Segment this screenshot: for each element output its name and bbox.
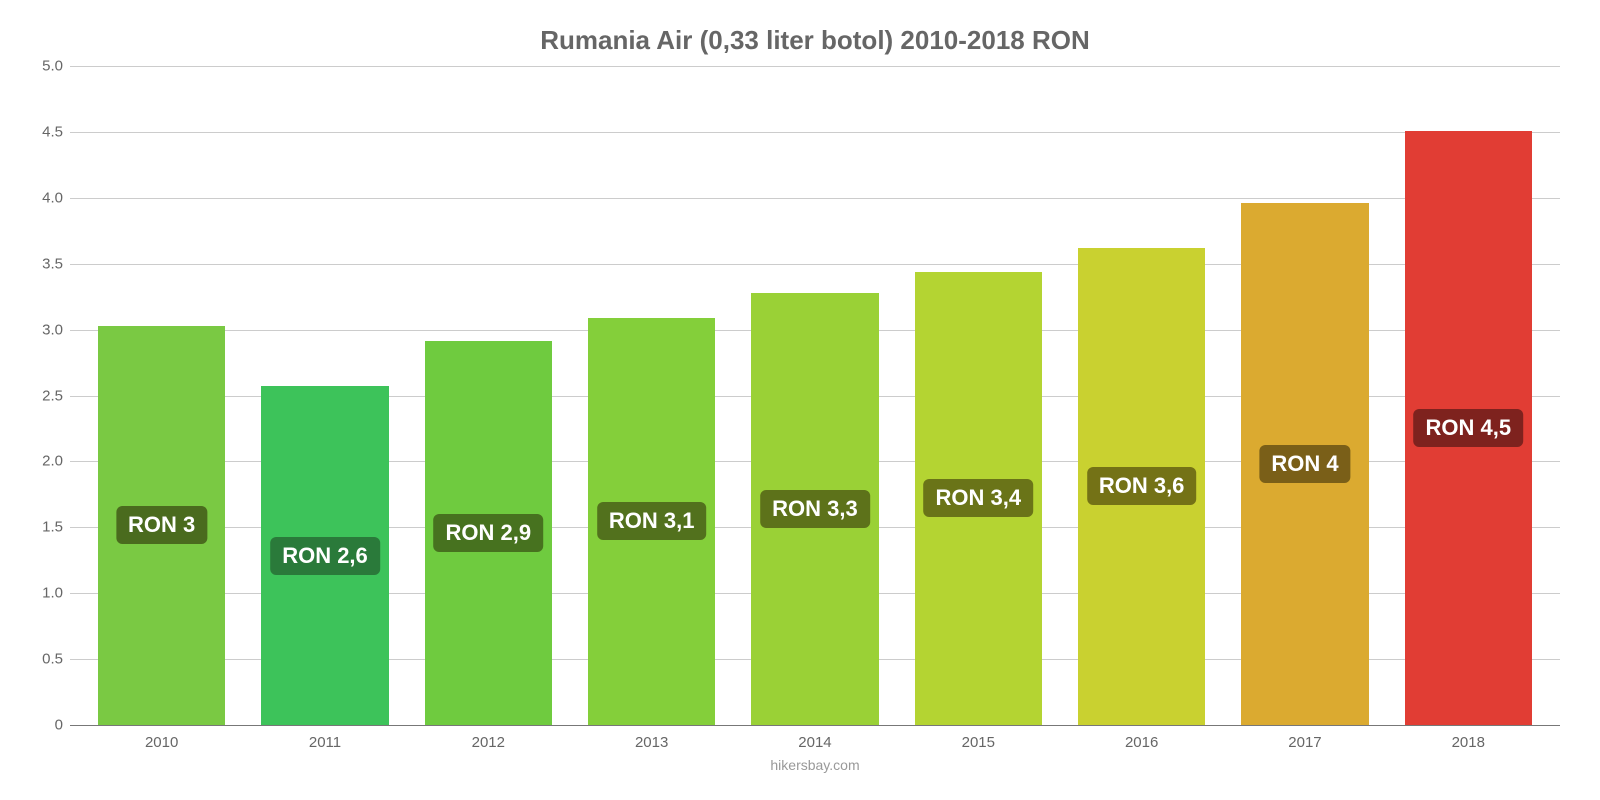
y-tick-label: 2.0 [25,453,63,470]
x-tick-label: 2014 [733,734,896,751]
bar-value-label: RON 3 [116,506,207,544]
chart-title: Rumania Air (0,33 liter botol) 2010-2018… [70,25,1560,56]
bar-slot: RON 3,6 [1060,66,1223,725]
bar: RON 3,1 [588,318,715,725]
y-tick-label: 0 [25,717,63,734]
bar: RON 2,6 [261,386,388,725]
bar-value-label: RON 3,6 [1087,467,1197,505]
bar: RON 4,5 [1405,131,1532,725]
bar: RON 4 [1241,203,1368,725]
x-tick-label: 2010 [80,734,243,751]
chart-container: Rumania Air (0,33 liter botol) 2010-2018… [0,0,1600,800]
y-tick-label: 3.5 [25,255,63,272]
y-tick-label: 3.0 [25,321,63,338]
bar-slot: RON 4 [1223,66,1386,725]
bar: RON 3,4 [915,272,1042,725]
y-tick-label: 0.5 [25,651,63,668]
x-axis: 201020112012201320142015201620172018 [70,726,1560,751]
x-tick-label: 2018 [1387,734,1550,751]
bar-slot: RON 3,3 [733,66,896,725]
x-tick-label: 2017 [1223,734,1386,751]
y-tick-label: 4.5 [25,123,63,140]
x-tick-label: 2013 [570,734,733,751]
bar: RON 3,3 [751,293,878,725]
bar-value-label: RON 4,5 [1413,409,1523,447]
plot-area: 00.51.01.52.02.53.03.54.04.55.0 RON 3RON… [70,66,1560,726]
bar-slot: RON 3,1 [570,66,733,725]
x-tick-label: 2012 [407,734,570,751]
bar: RON 3 [98,326,225,725]
bar-value-label: RON 3,1 [597,502,707,540]
bar: RON 3,6 [1078,248,1205,725]
bar-value-label: RON 3,3 [760,490,870,528]
bar-value-label: RON 2,6 [270,537,380,575]
x-tick-label: 2011 [243,734,406,751]
bars-row: RON 3 RON 2,6 RON 2,9 RON 3,1 RON 3,3 RON 3,4… [70,66,1560,725]
x-tick-label: 2016 [1060,734,1223,751]
bar-slot: RON 4,5 [1387,66,1550,725]
bar-slot: RON 2,9 [407,66,570,725]
bar: RON 2,9 [425,341,552,725]
x-tick-label: 2015 [897,734,1060,751]
y-tick-label: 5.0 [25,58,63,75]
bar-value-label: RON 4 [1259,445,1350,483]
y-tick-label: 2.5 [25,387,63,404]
bar-value-label: RON 2,9 [434,514,544,552]
bar-slot: RON 2,6 [243,66,406,725]
bar-value-label: RON 3,4 [924,479,1034,517]
credit-text: hikersbay.com [70,757,1560,773]
y-tick-label: 4.0 [25,189,63,206]
bar-slot: RON 3 [80,66,243,725]
bar-slot: RON 3,4 [897,66,1060,725]
y-tick-label: 1.0 [25,585,63,602]
y-tick-label: 1.5 [25,519,63,536]
